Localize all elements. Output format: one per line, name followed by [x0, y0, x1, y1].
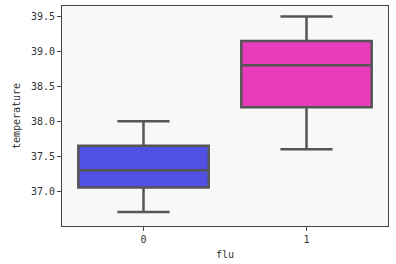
svg-text:38.0: 38.0	[31, 116, 55, 127]
svg-text:0: 0	[140, 234, 146, 245]
svg-text:37.0: 37.0	[31, 186, 55, 197]
svg-text:38.5: 38.5	[31, 81, 55, 92]
svg-text:flu: flu	[216, 249, 234, 260]
svg-text:39.0: 39.0	[31, 46, 55, 57]
svg-text:temperature: temperature	[11, 83, 22, 149]
svg-text:1: 1	[303, 234, 309, 245]
svg-text:39.5: 39.5	[31, 11, 55, 22]
svg-text:37.5: 37.5	[31, 151, 55, 162]
